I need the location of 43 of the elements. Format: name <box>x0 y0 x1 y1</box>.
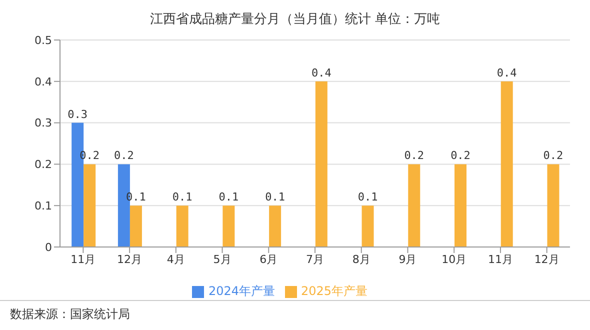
data-label: 0.2 <box>543 149 564 162</box>
bar <box>315 81 328 247</box>
x-tick-label: 4月 <box>166 252 185 266</box>
x-tick-label: 9月 <box>398 252 417 266</box>
y-tick-label: 0.4 <box>34 75 52 88</box>
x-tick-label: 11月 <box>70 252 96 266</box>
x-tick-label: 11月 <box>488 252 513 266</box>
bar <box>547 164 560 247</box>
source-note: 数据来源：国家统计局 <box>10 306 130 323</box>
data-label: 0.2 <box>404 149 424 162</box>
x-tick-label: 6月 <box>260 252 278 266</box>
bar <box>408 164 420 247</box>
data-label: 0.3 <box>68 108 88 121</box>
data-label: 0.1 <box>265 190 285 204</box>
y-tick-label: 0.5 <box>34 34 52 47</box>
y-tick-label: 0.3 <box>34 116 52 130</box>
y-tick-label: 0.1 <box>34 200 52 213</box>
bar <box>454 164 466 247</box>
data-label: 0.2 <box>114 149 134 162</box>
data-label: 0.4 <box>496 66 518 80</box>
legend-label: 2025年产量 <box>301 284 368 298</box>
chart-title: 江西省成品糖产量分月（当月值）统计 单位：万吨 <box>148 11 442 29</box>
data-label: 0.1 <box>358 190 378 204</box>
x-tick-label: 10月 <box>442 252 467 266</box>
bar <box>362 206 374 247</box>
y-tick-label: 0.2 <box>34 158 52 172</box>
bar <box>176 206 188 247</box>
x-tick-label: 12月 <box>534 252 560 266</box>
data-label: 0.1 <box>218 190 239 204</box>
bar <box>84 164 96 247</box>
y-tick-label: 0 <box>45 240 52 254</box>
bar <box>130 206 142 247</box>
x-tick-label: 7月 <box>306 252 324 266</box>
bar <box>500 81 513 247</box>
bar <box>269 206 282 247</box>
data-label: 0.2 <box>450 149 470 162</box>
x-tick-label: 5月 <box>213 252 232 266</box>
bar <box>222 206 235 247</box>
x-tick-label: 12月 <box>117 252 142 266</box>
data-label: 0.1 <box>172 190 192 204</box>
x-tick-label: 8月 <box>352 252 370 266</box>
data-label: 0.4 <box>311 66 332 80</box>
legend-label: 2024年产量 <box>208 284 275 298</box>
